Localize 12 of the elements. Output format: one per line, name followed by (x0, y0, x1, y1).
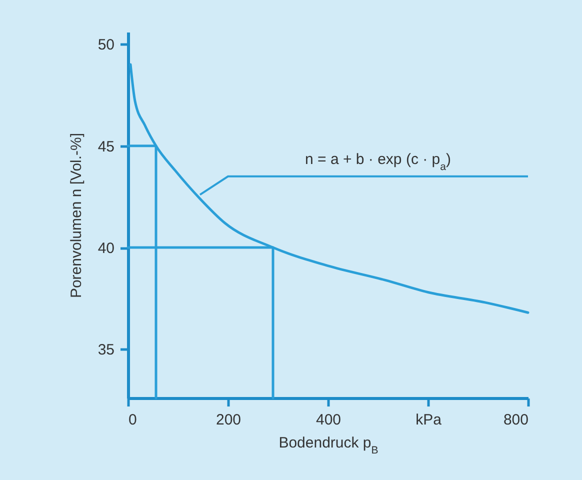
y-tick-label: 35 (98, 342, 114, 359)
x-tick-label: 400 (316, 412, 342, 428)
x-tick-label: 0 (128, 412, 137, 428)
x-tick-label: 800 (503, 412, 528, 428)
y-tick-label: 50 (98, 36, 114, 54)
x-axis-title: Bodendruck p$_{B}$ (278, 434, 378, 456)
x-tick-label: kPa (416, 412, 442, 428)
y-tick-label: 45 (98, 138, 114, 156)
x-tick-label: 200 (216, 412, 242, 428)
y-axis-title: Porenvolumen n [Vol.-%] (68, 132, 85, 298)
y-tick-label: 40 (98, 240, 114, 258)
annotation: n = a + b · exp (c · p$_{a}$) (305, 151, 451, 174)
